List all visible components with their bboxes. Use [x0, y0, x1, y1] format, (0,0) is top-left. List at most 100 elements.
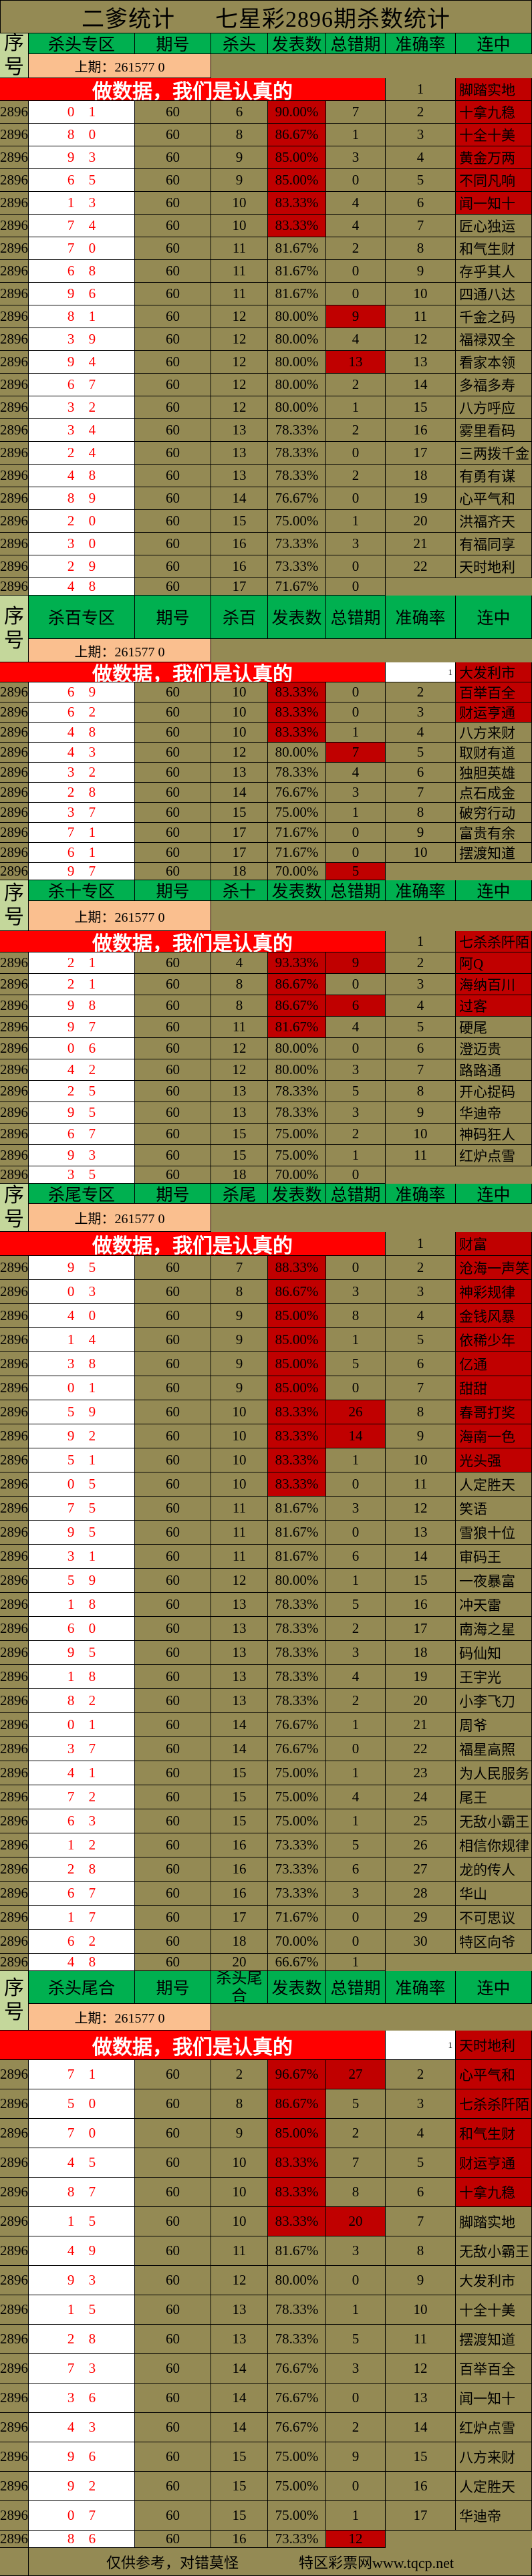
- row-seq: 27: [386, 1857, 456, 1882]
- accuracy: 75.00%: [268, 1809, 326, 1833]
- streak: 6: [326, 995, 386, 1017]
- expert-name: 有福同享: [456, 533, 532, 555]
- error-count: 13: [211, 2325, 268, 2354]
- accuracy: 83.33%: [268, 1448, 326, 1472]
- period: 2896: [0, 1737, 29, 1761]
- row-seq: 21: [386, 1713, 456, 1737]
- published-count: 60: [135, 843, 211, 863]
- error-count: 10: [211, 1472, 268, 1497]
- accuracy: 75.00%: [268, 1785, 326, 1809]
- expert-name: 人定胜天: [456, 2472, 532, 2501]
- row-seq: 3: [386, 124, 456, 146]
- row-seq: 5: [386, 1017, 456, 1038]
- error-count: 10: [211, 1448, 268, 1472]
- section-5: 序号 杀头尾合 期号 杀头尾合 发表数 总错期 准确率 连中 上期：261577 0 做数据，我们…: [0, 1971, 532, 2548]
- row-seq: 6: [386, 1352, 456, 1376]
- period: 2896: [0, 823, 29, 843]
- stats-sections: 序号 杀头专区 期号 杀头 发表数 总错期 准确率 连中 上期：261577 0 做数据，我们是认…: [0, 33, 532, 2548]
- accuracy: 73.33%: [268, 1833, 326, 1857]
- streak: 4: [326, 1665, 386, 1689]
- row-seq: 4: [386, 995, 456, 1017]
- streak-header: 连中: [456, 1184, 532, 1204]
- published-count: 60: [135, 803, 211, 823]
- row-seq: 1: [386, 931, 456, 952]
- expert-name: 财运亨通: [456, 2148, 532, 2178]
- streak: 2: [326, 374, 386, 396]
- published-count: 60: [135, 1081, 211, 1102]
- period-header: 期号: [135, 1971, 211, 2004]
- published-count: 60: [135, 2178, 211, 2207]
- streak-header: 连中: [456, 880, 532, 901]
- kill-numbers: 4 8: [29, 465, 135, 487]
- error-count: 10: [211, 215, 268, 237]
- published-count: 60: [135, 1857, 211, 1882]
- kill-numbers: 3 2: [29, 396, 135, 419]
- row-seq: 2: [386, 1256, 456, 1280]
- error-count: 13: [211, 1641, 268, 1665]
- row-seq: 24: [386, 1785, 456, 1809]
- accuracy: 76.67%: [268, 1737, 326, 1761]
- error-count: 15: [211, 1145, 268, 1166]
- error-count: 11: [211, 1545, 268, 1569]
- period: 2896: [0, 2119, 29, 2148]
- streak: 0: [326, 682, 386, 702]
- accuracy: 81.67%: [268, 283, 326, 305]
- published-count: 60: [135, 1906, 211, 1930]
- error-count: 8: [211, 2089, 268, 2119]
- expert-name: 依稀少年: [456, 1328, 532, 1352]
- expert-name: 雪狼十位: [456, 1521, 532, 1545]
- error-count: 18: [211, 1930, 268, 1954]
- row-seq: 23: [386, 1761, 456, 1785]
- published-header: 发表数: [268, 880, 326, 901]
- kill-numbers: 7 3: [29, 2354, 135, 2384]
- published-count: 60: [135, 823, 211, 843]
- accuracy: 80.00%: [268, 2266, 326, 2295]
- streak: 26: [326, 1400, 386, 1424]
- seq-header: 序号: [0, 596, 29, 662]
- streak: 0: [326, 702, 386, 723]
- accuracy: 81.67%: [268, 1017, 326, 1038]
- error-count: 11: [211, 1497, 268, 1521]
- seq-header: 序号: [0, 33, 29, 78]
- error-count: 13: [211, 1102, 268, 1124]
- kill-numbers: 8 6: [29, 2531, 135, 2548]
- streak: 0: [326, 974, 386, 995]
- accuracy: 78.33%: [268, 465, 326, 487]
- published-count: 60: [135, 1521, 211, 1545]
- accuracy: 78.33%: [268, 1102, 326, 1124]
- error-count: 15: [211, 1124, 268, 1145]
- kill-header: 杀十: [211, 880, 268, 901]
- accuracy: 75.00%: [268, 2442, 326, 2472]
- kill-numbers: 9 5: [29, 1256, 135, 1280]
- streak: 5: [326, 1352, 386, 1376]
- kill-numbers: 7 4: [29, 215, 135, 237]
- streak: 1: [326, 1328, 386, 1352]
- accuracy: 85.00%: [268, 1304, 326, 1328]
- row-seq: 13: [386, 351, 456, 374]
- published-count: 60: [135, 1954, 211, 1971]
- kill-numbers: 2 1: [29, 974, 135, 995]
- error-count: 13: [211, 1617, 268, 1641]
- published-count: 60: [135, 1689, 211, 1713]
- error-count: 12: [211, 743, 268, 763]
- published-header: 发表数: [268, 1184, 326, 1204]
- accuracy: 81.67%: [268, 2236, 326, 2266]
- kill-numbers: 2 1: [29, 952, 135, 974]
- kill-numbers: 0 1: [29, 1376, 135, 1400]
- published-count: 60: [135, 124, 211, 146]
- kill-numbers: 1 8: [29, 1665, 135, 1689]
- kill-numbers: 0 3: [29, 1280, 135, 1304]
- kill-numbers: 3 2: [29, 763, 135, 783]
- period: 2896: [0, 1809, 29, 1833]
- row-seq: 5: [386, 1328, 456, 1352]
- accuracy-header: 准确率: [386, 880, 456, 901]
- streak: 3: [326, 1280, 386, 1304]
- published-count: 60: [135, 1059, 211, 1081]
- accuracy-header: 准确率: [386, 596, 456, 639]
- published-count: 60: [135, 2089, 211, 2119]
- row-seq: 12: [386, 2354, 456, 2384]
- footer-site: 特区彩票网www.tqcp.net: [299, 2554, 454, 2571]
- expert-name: 和气生财: [456, 237, 532, 260]
- row-seq: 15: [386, 396, 456, 419]
- accuracy: 73.33%: [268, 1882, 326, 1906]
